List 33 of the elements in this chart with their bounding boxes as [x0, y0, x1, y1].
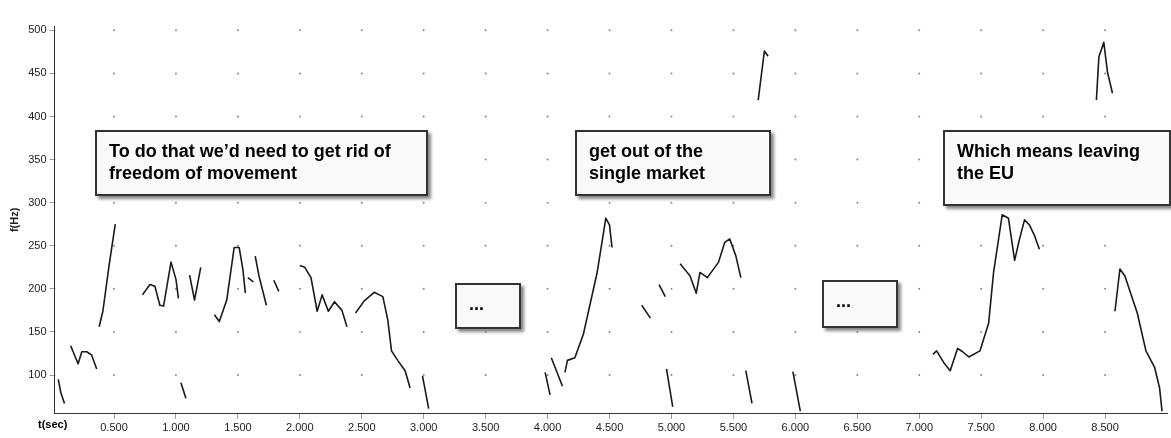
y-tick-label: 250	[28, 238, 47, 251]
x-axis-title: t(sec)	[38, 418, 68, 430]
x-tick-label: 3.500	[471, 421, 500, 434]
x-tick-label: 2.000	[286, 421, 314, 434]
y-tick-label: 350	[28, 152, 47, 165]
x-tick-label: 8.000	[1029, 421, 1057, 434]
x-tick-label: 7.500	[967, 421, 995, 434]
x-tick-label: 1.500	[224, 421, 252, 434]
x-tick-label: 4.000	[533, 421, 562, 434]
text-box: ...	[455, 283, 521, 329]
text-box: ...	[822, 280, 898, 328]
x-tick-label: 5.000	[657, 421, 686, 434]
x-tick-label: 4.500	[595, 421, 624, 434]
x-tick-label: 6.000	[781, 421, 810, 434]
y-tick-label: 200	[28, 281, 47, 294]
x-tick-label: 2.500	[348, 421, 376, 434]
x-tick-label: 7.000	[905, 421, 933, 434]
x-tick-label: 0.500	[100, 421, 128, 434]
y-axis-title: f(Hz)	[7, 207, 20, 233]
y-tick-label: 450	[28, 66, 47, 79]
text-box: get out of the single market	[575, 130, 771, 196]
x-tick-label: 1.000	[162, 421, 190, 434]
x-tick-label: 6.500	[843, 421, 872, 434]
y-tick-label: 400	[28, 109, 47, 122]
y-tick-label: 300	[28, 195, 47, 208]
x-tick-label: 8.500	[1091, 421, 1119, 434]
y-tick-label: 150	[28, 324, 47, 337]
text-box: To do that we’d need to get rid of freedom of movement	[95, 130, 428, 196]
x-tick-label: 3.000	[409, 421, 438, 434]
y-tick-label: 500	[28, 23, 47, 36]
x-tick-label: 5.500	[719, 421, 748, 434]
y-tick-label: 100	[28, 368, 47, 381]
text-box: Which means leaving the EU	[943, 130, 1171, 206]
